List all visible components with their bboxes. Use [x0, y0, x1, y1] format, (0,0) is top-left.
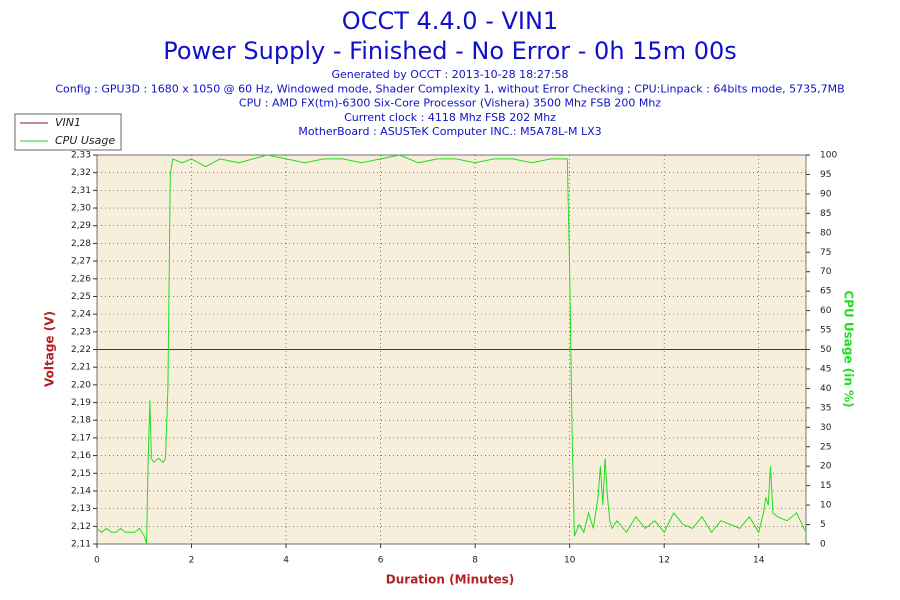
y-tick-label: 2,24 [71, 310, 91, 320]
y-tick-label: 2,18 [71, 416, 91, 426]
y-tick-label: 2,25 [71, 292, 91, 302]
y2-tick-label: 90 [820, 189, 832, 199]
chart-subtitle: Power Supply - Finished - No Error - 0h … [163, 37, 737, 65]
series-line [96, 154, 807, 545]
y-tick-label: 2,31 [71, 186, 91, 196]
y-tick-label: 2,23 [71, 327, 91, 337]
x-tick-label: 4 [283, 556, 289, 566]
y-tick-label: 2,22 [71, 345, 91, 355]
y2-tick-label: 25 [820, 442, 831, 452]
x-tick-label: 10 [564, 556, 576, 566]
y2-tick-label: 30 [820, 423, 832, 433]
y2-axis-label: CPU Usage (in %) [842, 290, 856, 407]
y2-tick-label: 70 [820, 267, 832, 277]
y2-tick-label: 95 [820, 170, 831, 180]
y2-tick-label: 20 [820, 462, 832, 472]
y-tick-label: 2,28 [71, 239, 91, 249]
y2-tick-label: 15 [820, 481, 831, 491]
y-tick-label: 2,13 [71, 504, 91, 514]
info-line: Config : GPU3D : 1680 x 1050 @ 60 Hz, Wi… [55, 82, 844, 95]
y-tick-label: 2,11 [71, 540, 91, 550]
info-line: Current clock : 4118 Mhz FSB 202 Mhz [344, 111, 556, 124]
info-line: MotherBoard : ASUSTeK Computer INC.: M5A… [298, 125, 601, 138]
x-tick-label: 2 [189, 556, 195, 566]
y2-tick-label: 5 [820, 520, 826, 530]
y-tick-label: 2,21 [71, 363, 91, 373]
y2-tick-label: 0 [820, 540, 826, 550]
info-line: Generated by OCCT : 2013-10-28 18:27:58 [331, 68, 568, 81]
y-axis-label: Voltage (V) [43, 311, 57, 387]
y2-tick-label: 35 [820, 403, 831, 413]
y-tick-label: 2,12 [71, 522, 91, 532]
y-tick-label: 2,16 [71, 451, 91, 461]
y-tick-label: 2,19 [71, 398, 91, 408]
y2-tick-label: 55 [820, 326, 831, 336]
chart-title: OCCT 4.4.0 - VIN1 [342, 7, 558, 35]
y-tick-label: 2,27 [71, 257, 91, 267]
y-tick-label: 2,30 [71, 204, 91, 214]
y-tick-label: 2,32 [71, 168, 91, 178]
y-tick-label: 2,26 [71, 274, 91, 284]
y2-tick-label: 10 [820, 501, 832, 511]
y-tick-label: 2,17 [71, 433, 91, 443]
legend-label: CPU Usage [55, 134, 115, 147]
legend-label: VIN1 [55, 116, 81, 129]
x-tick-label: 12 [658, 556, 669, 566]
x-tick-label: 8 [472, 556, 478, 566]
y-tick-label: 2,29 [71, 221, 91, 231]
x-tick-label: 0 [94, 556, 100, 566]
y2-tick-label: 60 [820, 306, 832, 316]
y2-tick-label: 40 [820, 384, 832, 394]
y-tick-label: 2,33 [71, 151, 91, 161]
y2-tick-label: 80 [820, 228, 832, 238]
y-tick-label: 2,20 [71, 380, 91, 390]
info-line: CPU : AMD FX(tm)-6300 Six-Core Processor… [239, 97, 661, 110]
legend-box [14, 113, 122, 151]
y2-tick-label: 85 [820, 209, 831, 219]
y2-tick-label: 65 [820, 287, 831, 297]
y2-tick-label: 100 [820, 151, 837, 161]
y2-tick-label: 45 [820, 364, 831, 374]
y2-tick-label: 75 [820, 248, 831, 258]
x-tick-label: 14 [753, 556, 765, 566]
y2-tick-label: 50 [820, 345, 832, 355]
y-tick-label: 2,15 [71, 469, 91, 479]
y-tick-label: 2,14 [71, 486, 91, 496]
x-tick-label: 6 [378, 556, 384, 566]
x-axis-label: Duration (Minutes) [386, 573, 514, 587]
